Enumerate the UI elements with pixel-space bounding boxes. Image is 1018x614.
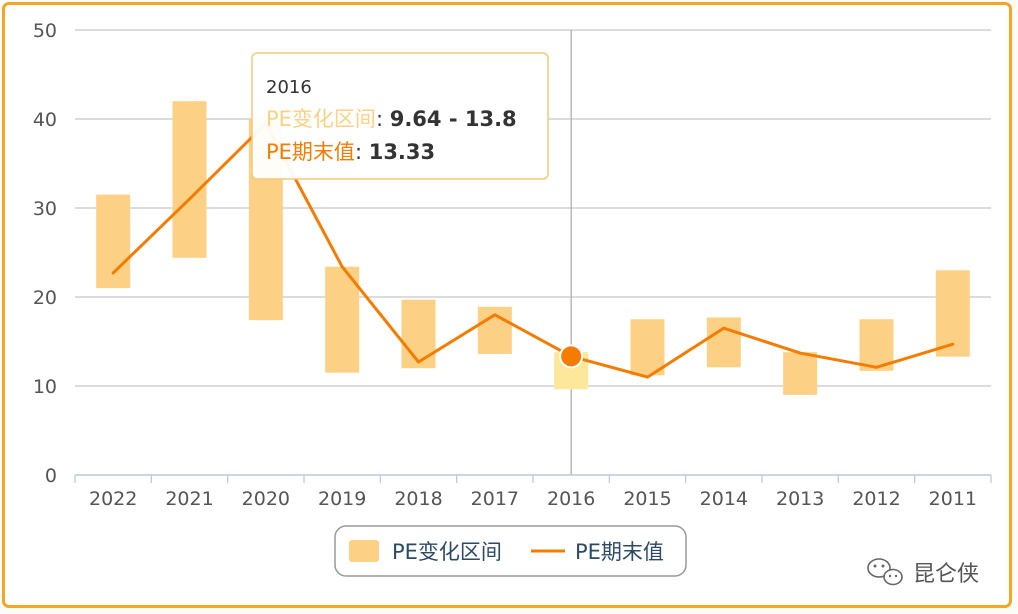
watermark-text: 昆仑侠 [913,562,979,587]
x-tick-label: 2018 [394,488,442,510]
grid-layer [75,29,991,387]
tooltip-range-label: PE变化区间 [266,107,376,131]
tooltip-range-line: PE变化区间: 9.64 - 13.8 [266,107,517,131]
legend-range-swatch [349,540,379,562]
range-bar-2019[interactable] [325,266,360,373]
y-tick-label: 40 [33,109,57,131]
tooltip-end-sep: : [355,140,369,164]
x-tick-label: 2020 [242,488,290,510]
wechat-icon [867,558,903,586]
y-tick-label: 50 [33,20,57,42]
range-bar-2021[interactable] [172,101,207,258]
y-tick-label: 0 [45,465,57,487]
tooltip-end-value: 13.33 [369,140,435,164]
y-tick-label: 20 [33,287,57,309]
legend-box [334,525,687,577]
legend-end-label: PE期末值 [575,540,664,564]
range-bar-2015[interactable] [630,319,665,376]
tooltip-end-line: PE期末值: 13.33 [266,140,435,164]
range-bar-2013[interactable] [783,352,818,395]
watermark: 昆仑侠 [867,558,979,587]
x-tick-label: 2012 [852,488,900,510]
legend: PE变化区间 PE期末值 [334,525,687,577]
x-tick-label: 2013 [776,488,824,510]
x-tick-label: 2011 [929,488,977,510]
range-bar-2012[interactable] [859,319,894,371]
x-tick-label: 2021 [165,488,213,510]
bar-layer [96,101,970,395]
tooltip-end-label: PE期末值 [266,140,355,164]
x-tick-label: 2022 [89,488,137,510]
range-bar-2011[interactable] [935,270,970,357]
tooltip: 2016 PE变化区间: 9.64 - 13.8 PE期末值: 13.33 [251,52,549,180]
legend-item-end[interactable]: PE期末值 [531,540,664,564]
legend-item-range[interactable]: PE变化区间 [349,540,502,564]
y-tick-label: 10 [33,376,57,398]
y-tick-label: 30 [33,198,57,220]
x-tick-label: 2014 [700,488,748,510]
range-bar-2018[interactable] [401,299,436,369]
x-tick-label: 2015 [623,488,671,510]
x-tick-label: 2017 [471,488,519,510]
legend-range-label: PE变化区间 [392,540,502,564]
range-bar-2014[interactable] [706,317,741,368]
x-tick-label: 2019 [318,488,366,510]
x-tick-label: 2016 [547,488,595,510]
tooltip-box [251,52,549,180]
tooltip-range-value: 9.64 - 13.8 [390,107,517,131]
end-value-marker-2016[interactable] [559,344,584,369]
chart-frame: 0 10 20 30 40 50 2022 2021 2020 2019 2018 2017 2016 2… [2,2,1012,608]
tooltip-range-sep: : [376,107,390,131]
tooltip-title: 2016 [266,77,312,98]
